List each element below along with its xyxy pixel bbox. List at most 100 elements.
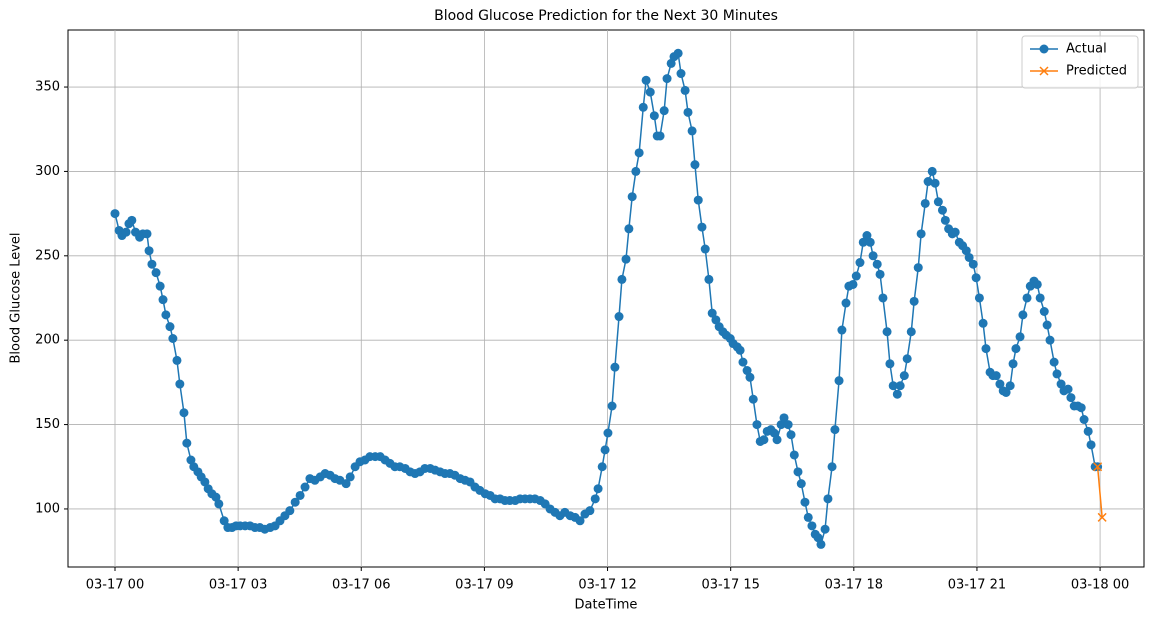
data-point	[1039, 306, 1049, 316]
y-tick-label: 200	[35, 333, 60, 348]
data-point	[858, 237, 868, 247]
data-point	[961, 246, 971, 256]
data-point	[786, 430, 796, 440]
data-point	[700, 244, 710, 254]
data-point	[933, 197, 943, 207]
data-point	[923, 177, 933, 187]
data-point	[711, 315, 721, 325]
data-point	[888, 381, 898, 391]
y-tick-label: 150	[35, 417, 60, 432]
data-point	[151, 268, 161, 278]
data-point	[219, 516, 229, 526]
data-point	[862, 231, 872, 241]
data-point	[878, 293, 888, 303]
y-tick-label: 350	[35, 80, 60, 95]
data-point	[803, 512, 813, 522]
data-point	[974, 293, 984, 303]
x-axis-label: DateTime	[575, 598, 638, 613]
data-point	[1022, 293, 1032, 303]
data-point	[909, 296, 919, 306]
data-point	[991, 371, 1001, 381]
data-point	[875, 269, 885, 279]
data-point	[1015, 332, 1025, 342]
data-point	[742, 366, 752, 376]
data-point	[759, 435, 769, 445]
data-point	[916, 229, 926, 239]
data-point	[772, 435, 782, 445]
data-point	[631, 166, 641, 176]
data-point	[172, 355, 182, 365]
data-point	[707, 308, 717, 318]
data-point	[1049, 357, 1059, 367]
data-point	[769, 428, 779, 438]
data-point	[1001, 388, 1011, 398]
data-point	[147, 259, 157, 269]
data-point	[930, 178, 940, 188]
data-point	[110, 209, 120, 219]
data-point	[837, 325, 847, 335]
data-point	[155, 281, 165, 291]
y-tick-label: 250	[35, 248, 60, 263]
data-point	[607, 401, 617, 411]
series-line	[1096, 466, 1103, 518]
data-point	[783, 420, 793, 430]
data-point	[851, 271, 861, 281]
data-point	[1056, 379, 1066, 389]
data-point	[641, 75, 651, 85]
data-point	[341, 479, 351, 489]
data-point	[964, 252, 974, 262]
data-point	[593, 484, 603, 494]
data-point	[968, 259, 978, 269]
data-point	[779, 413, 789, 423]
data-point	[752, 420, 762, 430]
data-point	[1011, 344, 1021, 354]
data-point	[621, 254, 631, 264]
data-point	[666, 58, 676, 68]
data-point	[1083, 426, 1093, 436]
data-point	[865, 237, 875, 247]
data-point	[789, 450, 799, 460]
data-point	[610, 362, 620, 372]
data-point	[142, 229, 152, 239]
data-point	[1066, 393, 1076, 403]
data-point	[813, 533, 823, 543]
data-point	[855, 258, 865, 268]
data-point	[158, 295, 168, 305]
data-point	[179, 408, 189, 418]
data-point	[127, 215, 137, 225]
data-point	[1032, 279, 1042, 289]
data-point	[868, 251, 878, 261]
data-point	[913, 263, 923, 273]
data-point	[161, 310, 171, 320]
data-point	[645, 87, 655, 97]
data-point	[1063, 384, 1073, 394]
data-point	[683, 107, 693, 117]
data-point	[300, 482, 310, 492]
chart-title: Blood Glucose Prediction for the Next 30…	[434, 8, 778, 24]
legend-marker	[1039, 44, 1049, 54]
x-tick-label: 03-17 12	[578, 578, 636, 593]
data-point	[745, 372, 755, 382]
legend-label: Actual	[1066, 42, 1107, 57]
y-tick-label: 100	[35, 501, 60, 516]
data-point	[800, 497, 810, 507]
data-point	[816, 539, 826, 549]
data-point	[121, 227, 131, 237]
data-point	[680, 85, 690, 95]
data-point	[906, 327, 916, 337]
data-point	[659, 106, 669, 116]
data-point	[617, 274, 627, 284]
data-point	[834, 376, 844, 386]
data-point	[634, 148, 644, 158]
data-point	[1086, 440, 1096, 450]
x-tick-label: 03-17 03	[209, 578, 267, 593]
data-point	[848, 279, 858, 289]
data-point	[1045, 335, 1055, 345]
data-point	[175, 379, 185, 389]
x-tick-label: 03-17 06	[332, 578, 390, 593]
data-point	[882, 327, 892, 337]
data-point	[940, 215, 950, 225]
data-point	[200, 477, 210, 487]
data-point	[590, 494, 600, 504]
